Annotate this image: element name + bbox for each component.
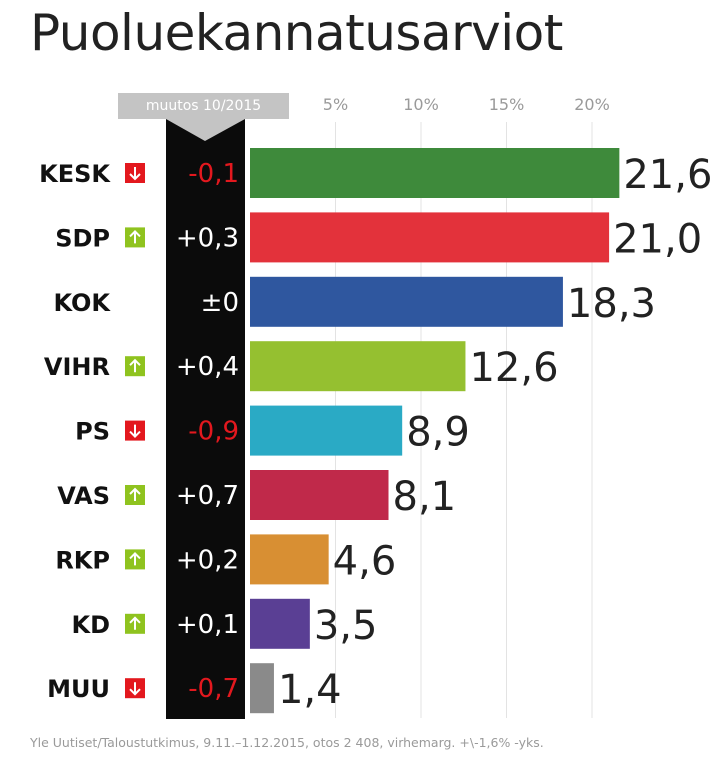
party-label: PS [75,418,110,446]
bars [250,148,620,714]
x-tick-label: 5% [323,95,348,114]
change-value: -0,1 [188,159,239,189]
party-label: VAS [57,482,110,510]
bar [250,470,389,520]
party-label: KESK [39,160,111,188]
category-labels: KESK SDP KOK VIHR PS VAS RKP KD MUU [39,160,111,703]
change-labels: -0,1 +0,3 ±0 +0,4 -0,9 +0,7 +0,2 +0,1 -0,7 [176,159,239,704]
bar-value-label: 18,3 [567,281,656,327]
change-header-pointer [166,119,245,141]
x-tick-label: 10% [403,95,439,114]
bar-value-label: 4,6 [333,538,397,584]
party-label: SDP [55,224,110,252]
change-value: +0,1 [176,610,239,640]
bar-value-label: 12,6 [469,345,558,391]
bar [250,212,610,263]
change-value: +0,7 [176,481,239,511]
bar [250,534,329,585]
bar-value-label: 21,6 [623,152,712,198]
arrow-up-glyph [129,229,141,244]
change-value: +0,4 [176,352,239,382]
bar [250,148,620,198]
party-label: KOK [53,289,111,317]
party-label: RKP [55,546,110,574]
bar [250,405,403,456]
trend-icons [125,163,145,699]
value-labels: 21,6 21,0 18,312,6 8,9 8,1 4,6 3,5 1,4 [278,152,712,713]
arrow-down-glyph [129,682,141,696]
change-value: -0,7 [188,674,239,704]
bar [250,598,310,649]
change-value: +0,3 [176,223,239,253]
chart-title: Puoluekannatusarviot [30,4,563,62]
change-value: ±0 [201,288,239,318]
arrow-up-glyph [129,616,141,630]
party-label: VIHR [44,353,110,381]
change-column-header: muutos 10/2015 [118,93,289,119]
arrow-up-glyph [129,487,141,501]
bar-value-label: 21,0 [613,216,702,262]
arrow-down-glyph [129,167,141,181]
bar-value-label: 3,5 [314,603,378,649]
change-value: +0,2 [176,545,239,575]
bar [250,341,466,392]
x-tick-label: 15% [489,95,525,114]
arrow-up-glyph [129,551,141,566]
party-label: MUU [47,675,110,703]
bar [250,276,563,327]
change-column-background [166,119,245,719]
arrow-up-glyph [129,358,141,373]
bar-value-label: 8,9 [406,410,470,456]
party-label: KD [71,611,110,639]
source-footnote: Yle Uutiset/Taloustutkimus, 9.11.–1.12.2… [30,735,544,750]
x-tick-label: 20% [574,95,610,114]
bar-value-label: 8,1 [393,474,457,520]
tick-labels: 5% 10% 15% 20% [323,95,610,114]
change-value: -0,9 [188,417,239,447]
bar [250,663,274,714]
bar-value-label: 1,4 [278,667,342,713]
arrow-down-glyph [129,424,141,439]
